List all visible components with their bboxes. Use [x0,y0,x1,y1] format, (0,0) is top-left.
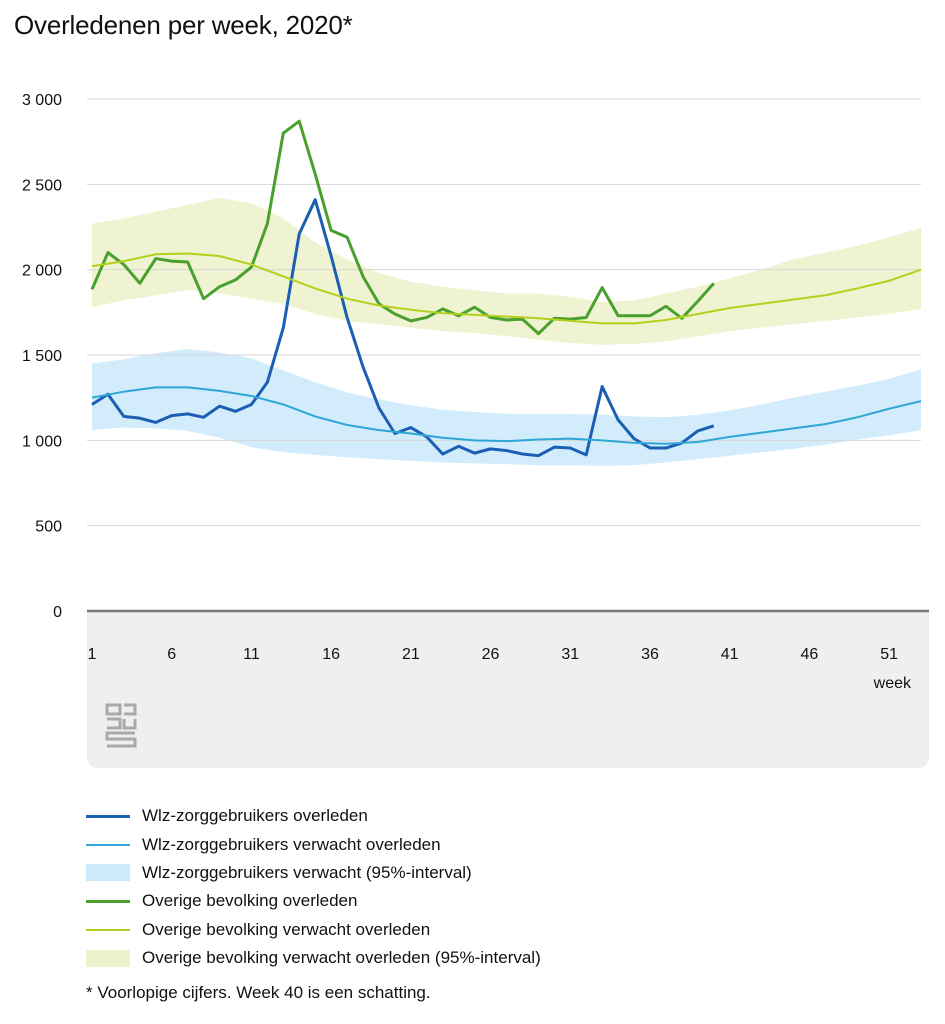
x-tick-label: 21 [402,646,420,663]
legend-label: Wlz-zorggebruikers verwacht overleden [142,834,441,854]
legend-item: Overige bevolking verwacht overleden [86,916,541,944]
y-tick-label: 2 500 [22,177,62,194]
cbs-logo-icon [105,703,137,748]
legend-item: Wlz-zorggebruikers overleden [86,802,541,830]
legend-label: Overige bevolking overleden [142,891,358,911]
y-tick-label: 1 500 [22,348,62,365]
x-tick-label: 41 [721,646,739,663]
x-tick-label: 46 [801,646,819,663]
legend-swatch [86,949,130,967]
x-tick-label: 51 [880,646,898,663]
legend-swatch [86,864,130,882]
x-tick-label: 11 [243,646,260,663]
x-axis-label: week [873,675,912,692]
y-tick-label: 1 000 [22,433,62,450]
x-tick-label: 31 [561,646,579,663]
legend-item: Overige bevolking overleden [86,887,541,915]
x-tick-label: 16 [322,646,340,663]
x-axis-labels: 1 6 11 16 21 26 31 36 41 46 51 [88,646,899,663]
legend-label: Wlz-zorggebruikers verwacht (95%-interva… [142,862,472,882]
x-tick-label: 1 [88,646,97,663]
footnote: * Voorlopige cijfers. Week 40 is een sch… [86,983,431,1002]
x-axis-panel [87,611,929,768]
interval-bands [92,197,921,466]
series-line [91,252,922,325]
legend-label: Wlz-zorggebruikers overleden [142,806,368,826]
interval-band [92,349,921,466]
y-axis-labels: 0 500 1 000 1 500 2 000 2 500 3 000 [22,92,62,621]
series-line [91,386,922,445]
x-tick-label: 6 [167,646,176,663]
y-tick-label: 2 000 [22,263,62,280]
x-tick-label: 36 [641,646,659,663]
y-tick-label: 3 000 [22,92,62,109]
series-lines [90,119,922,458]
legend: Wlz-zorggebruikers overleden Wlz-zorggebr… [86,802,541,972]
legend-swatch [86,928,130,931]
legend-label: Overige bevolking verwacht overleden (95… [142,948,541,968]
x-tick-label: 26 [482,646,500,663]
legend-swatch [86,843,130,846]
series-line [90,119,715,336]
legend-label: Overige bevolking verwacht overleden [142,919,431,939]
y-tick-label: 500 [35,519,62,536]
legend-item: Overige bevolking verwacht overleden (95… [86,944,541,972]
chart-title: Overledenen per week, 2020* [14,10,353,40]
legend-item: Wlz-zorggebruikers verwacht (95%-interva… [86,859,541,887]
y-tick-label: 0 [53,604,62,621]
legend-swatch [86,899,130,903]
interval-band [92,197,921,345]
legend-item: Wlz-zorggebruikers verwacht overleden [86,830,541,858]
series-line [91,198,715,458]
legend-swatch [86,814,130,818]
